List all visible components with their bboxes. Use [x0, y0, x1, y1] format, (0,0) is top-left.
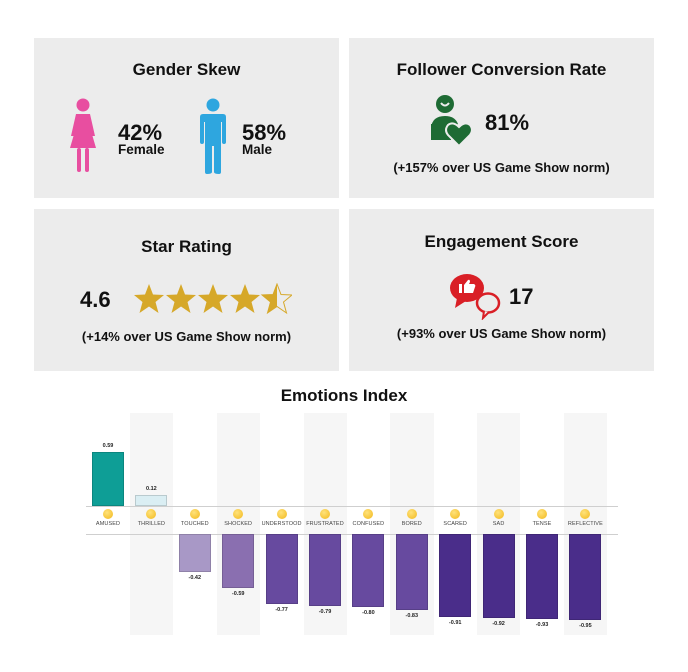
confused-face-icon [363, 509, 374, 519]
value-label: -0.95 [579, 623, 592, 630]
category-label: CONFUSED [352, 521, 385, 527]
value-label: -0.91 [448, 619, 462, 626]
screaming-face-icon [450, 509, 461, 519]
value-label: 0.59 [102, 443, 114, 450]
column-stripe [129, 413, 174, 635]
bar-tense [526, 534, 558, 619]
card-title: Engagement Score [424, 232, 579, 251]
male-percent: 58% [242, 120, 287, 145]
engagement-chat-icon [450, 274, 501, 320]
female-label: Female [118, 142, 165, 157]
axis-bottom-line [86, 534, 618, 535]
value-label: 0.12 [146, 486, 157, 493]
category-label: REFLECTIVE [567, 521, 603, 527]
card-title: Gender Skew [132, 60, 241, 79]
value-label: -0.77 [275, 607, 288, 614]
column-stripe [216, 413, 261, 635]
bar-frustrated [309, 534, 341, 606]
card-title: Follower Conversion Rate [396, 60, 607, 79]
category-label: AMUSED [95, 521, 121, 527]
star-rating-value: 4.6 [80, 287, 111, 312]
bar-reflective [569, 534, 602, 621]
value-label: -0.92 [492, 620, 505, 627]
value-label: -0.93 [535, 621, 549, 628]
relieved-face-icon [276, 509, 287, 519]
category-label: TOUCHED [180, 521, 209, 527]
engagement-value: 17 [509, 284, 534, 309]
chart-title: Emotions Index [280, 386, 408, 405]
card-title: Star Rating [141, 237, 232, 256]
value-label: -0.42 [188, 575, 202, 582]
follower-note: (+157% over US Game Show norm) [393, 160, 610, 175]
category-label: TENSE [532, 521, 552, 527]
bar-scared [439, 534, 472, 617]
category-label: THRILLED [137, 521, 166, 527]
bar-understood [265, 534, 298, 605]
follower-value: 81% [485, 110, 530, 135]
gender-skew-card: Gender Skew 42% Female 58% Male [34, 38, 339, 198]
thinking-face-icon [580, 509, 591, 519]
star-rating-icon [134, 283, 292, 314]
category-label: UNDERSTOOD [261, 521, 302, 527]
bar-shocked [222, 534, 255, 588]
grimacing-face-icon [537, 509, 547, 519]
value-label: -0.80 [362, 609, 375, 616]
neutral-face-icon [406, 509, 417, 519]
category-label: BORED [401, 521, 422, 527]
category-label: SAD [492, 521, 505, 527]
crying-face-icon [493, 509, 504, 519]
engagement-score-card: Engagement Score 17 (+93% over US Game S… [349, 209, 654, 371]
teary-face-icon [189, 509, 200, 519]
category-label: SHOCKED [224, 521, 253, 527]
engagement-note: (+93% over US Game Show norm) [396, 326, 607, 341]
surprised-face-icon [233, 509, 244, 519]
male-icon [200, 98, 226, 174]
bar-thrilled [135, 495, 168, 506]
axis-top-line [86, 506, 618, 507]
follower-conversion-card: Follower Conversion Rate 81% (+157% over… [349, 38, 654, 198]
bar-confused [352, 534, 385, 607]
female-icon [70, 98, 96, 172]
grinning-face-icon [146, 509, 157, 519]
bar-bored [395, 534, 428, 610]
category-label: FRUSTRATED [306, 521, 344, 527]
category-label: SCARED [443, 521, 467, 527]
value-label: -0.83 [405, 612, 419, 619]
frustrated-face-icon [320, 509, 330, 519]
bar-sad [482, 534, 515, 618]
female-percent: 42% [118, 120, 163, 145]
star-rating-note: (+14% over US Game Show norm) [81, 329, 292, 344]
laughing-face-icon [103, 509, 113, 519]
follower-heart-icon [431, 95, 473, 146]
value-label: -0.79 [318, 608, 332, 615]
star-rating-card: Star Rating 4.6 (+14% over US Game Show … [34, 209, 339, 371]
male-label: Male [242, 142, 273, 157]
value-label: -0.59 [231, 590, 245, 597]
bar-touched [178, 534, 211, 573]
bar-amused [92, 452, 124, 506]
